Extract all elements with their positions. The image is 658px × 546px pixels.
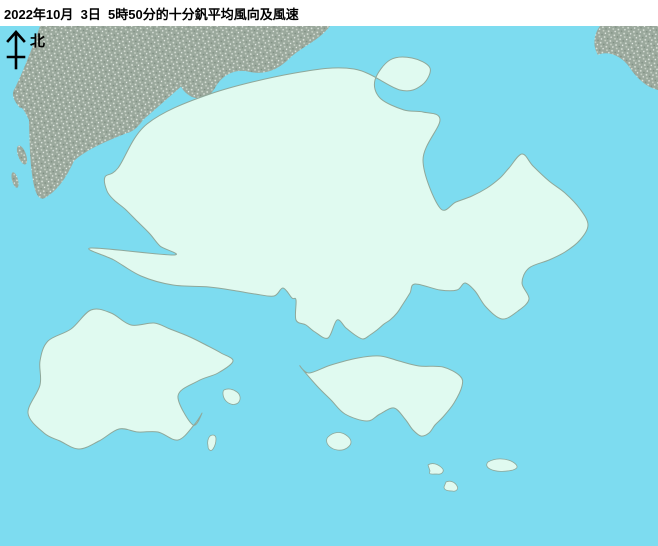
svg-text:北: 北: [30, 33, 45, 50]
